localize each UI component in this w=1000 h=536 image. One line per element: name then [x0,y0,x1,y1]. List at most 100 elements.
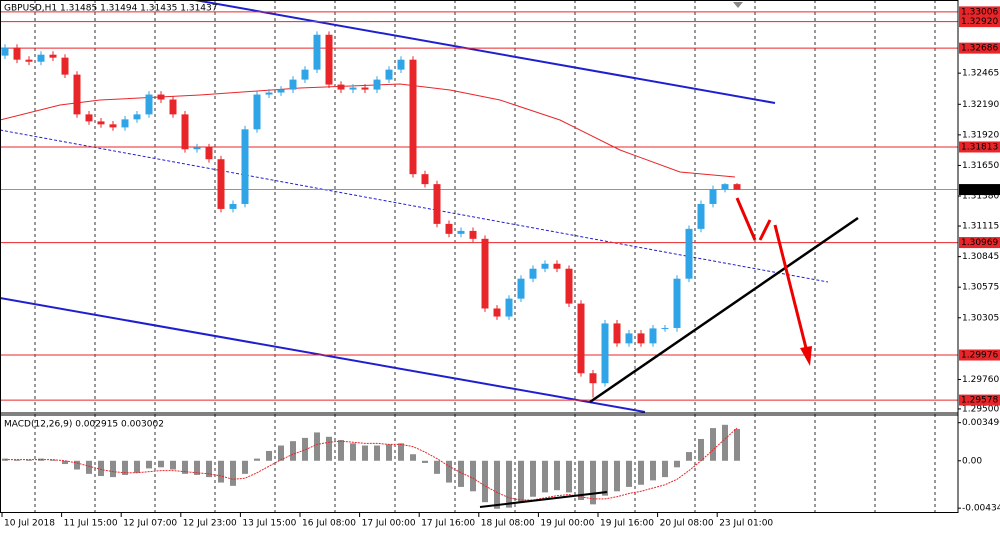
macd-bar [158,460,164,468]
candle-body [1,47,9,56]
candle-body [25,59,33,62]
candle-body [445,223,453,234]
candle-body [121,119,129,128]
macd-bar [446,460,452,483]
x-tick-label: 10 Jul 2018 [4,519,55,529]
candle-body [589,373,597,384]
chart-title: GBPUSD,H1 1.31485 1.31494 1.31435 1.3143… [4,4,217,14]
y-tick-label: 1.32465 [962,69,999,79]
candle-body [385,69,393,80]
macd-bar [722,424,728,461]
candle-body [169,99,177,115]
candle-body [565,268,573,304]
candle-body [505,298,513,317]
candle-body [277,89,285,93]
forecast-arrow [758,219,772,241]
candle-body [697,203,705,229]
candle-body [253,94,261,130]
macd-bar [470,460,476,492]
candle-body [553,263,561,269]
candle-body [205,147,213,160]
macd-bar [674,460,680,468]
y-tick-label: 1.30845 [962,252,999,262]
level-label: 1.29578 [961,396,998,406]
macd-bar [266,450,272,461]
macd-bar [230,460,236,486]
candle-body [361,87,369,90]
candle-body [73,74,81,115]
y-tick-label: 0.00 [962,456,982,466]
macd-bar [50,459,56,461]
x-tick-label: 18 Jul 08:00 [481,519,535,529]
macd-bar [626,460,632,487]
macd-bar [650,460,656,481]
macd-bar [698,438,704,461]
macd-bar [494,460,500,509]
macd-bar [218,460,224,483]
x-tick-label: 12 Jul 23:00 [183,519,237,529]
candle-body [433,184,441,224]
macd-bar [134,460,140,473]
candle-body [373,79,381,90]
macd-title: MACD(12,26,9) 0.002915 0.003002 [4,420,164,430]
macd-bar [314,432,320,461]
macd-bar [602,460,608,496]
candle-body [325,34,333,85]
price-panel [0,11,958,401]
candle-body [637,333,645,344]
current-price-box [959,184,1000,196]
x-tick-label: 17 Jul 16:00 [421,519,475,529]
channel-upper [194,0,776,104]
macd-bar [122,460,128,475]
level-label: 1.32686 [961,44,998,54]
macd-bar [254,458,260,461]
candle-body [577,303,585,374]
candle-body [133,114,141,120]
candle-body [85,114,93,122]
level-label: 1.29976 [961,351,998,361]
candle-body [685,228,693,279]
candle-body [97,121,105,125]
level-box [959,6,1000,18]
candle-body [145,94,153,115]
x-tick-label: 11 Jul 15:00 [64,519,118,529]
macd-bar [182,460,188,474]
forecast-arrow [735,197,757,241]
macd-bar [170,460,176,470]
grid [34,0,936,513]
candle-body [613,323,621,344]
macd-bar [194,460,200,475]
candle-body [61,57,69,75]
macd-panel [2,424,740,509]
y-tick-label: 0.003496 [962,418,1000,428]
forecast-arrow [773,224,809,353]
divergence-line [479,491,608,508]
macd-bar [518,460,524,503]
macd-bar [734,429,740,461]
y-tick-label: 1.31115 [962,222,999,232]
candle-body [37,54,45,62]
candle-body [13,47,21,60]
x-tick-label: 19 Jul 16:00 [600,519,654,529]
macd-bar [278,445,284,461]
level-box [959,349,1000,361]
candle-body [529,268,537,279]
macd-bar [482,460,488,503]
x-tick-label: 23 Jul 01:00 [719,519,773,529]
macd-bar [26,459,32,461]
macd-bar [710,428,716,461]
macd-bar [614,460,620,492]
candle-body [349,87,357,90]
macd-bar [242,460,248,474]
level-label: 1.33006 [961,7,998,17]
candle-body [469,230,477,239]
level-box [959,42,1000,54]
macd-bar [326,436,332,461]
x-tick-label: 20 Jul 08:00 [660,519,714,529]
candle-body [625,333,633,344]
macd-bar [686,452,692,461]
candle-body [733,184,741,190]
x-tick-label: 12 Jul 07:00 [123,519,177,529]
